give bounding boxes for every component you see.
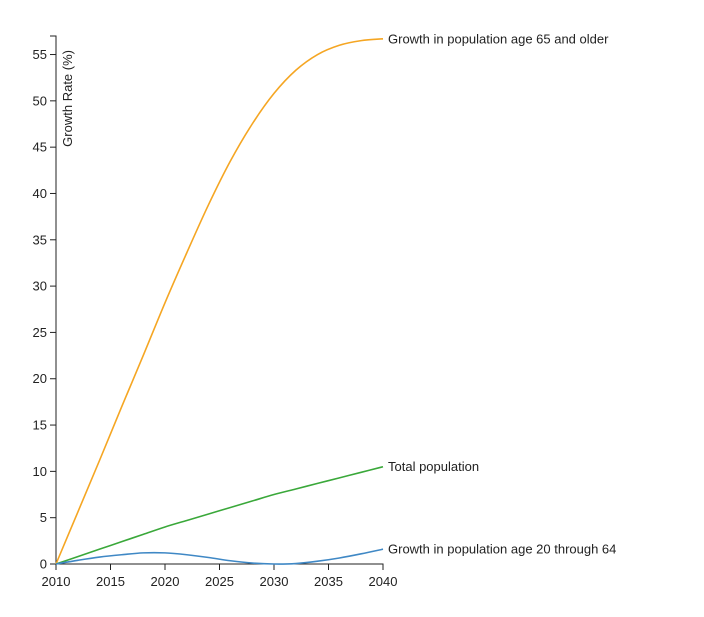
x-tick-label: 2015 <box>96 574 125 589</box>
y-tick-label: 0 <box>40 557 47 572</box>
x-tick-label: 2025 <box>205 574 234 589</box>
y-tick-label: 55 <box>33 47 47 62</box>
x-tick-label: 2030 <box>260 574 289 589</box>
series-label-2: Total population <box>388 459 479 474</box>
series-labels: Growth in population age 65 and older Tot… <box>388 31 616 556</box>
y-tick-label: 25 <box>33 325 47 340</box>
series-label-1: Growth in population age 65 and older <box>388 31 609 46</box>
y-tick-label: 5 <box>40 510 47 525</box>
x-ticks: 2010 2015 2020 2025 2030 2035 2040 <box>42 564 398 589</box>
y-axis-title: Growth Rate (%) <box>60 50 75 147</box>
x-tick-label: 2010 <box>42 574 71 589</box>
x-tick-label: 2020 <box>151 574 180 589</box>
series-label-3: Growth in population age 20 through 64 <box>388 542 616 557</box>
y-tick-label: 45 <box>33 140 47 155</box>
x-tick-label: 2035 <box>314 574 343 589</box>
axes <box>50 35 384 570</box>
x-tick-label: 2040 <box>369 574 398 589</box>
y-tick-label: 15 <box>33 418 47 433</box>
series-line-3 <box>55 548 384 565</box>
series-line-2 <box>55 465 384 565</box>
y-tick-label: 40 <box>33 186 47 201</box>
series-line-1 <box>55 37 384 565</box>
y-tick-label: 30 <box>33 279 47 294</box>
y-tick-label: 50 <box>33 93 47 108</box>
y-ticks: 0 5 10 15 20 25 30 35 40 45 50 55 <box>33 47 56 572</box>
y-axis <box>50 35 57 570</box>
y-tick-label: 20 <box>33 371 47 386</box>
y-tick-label: 35 <box>33 232 47 247</box>
y-tick-label: 10 <box>33 464 47 479</box>
series-lines <box>55 37 384 565</box>
